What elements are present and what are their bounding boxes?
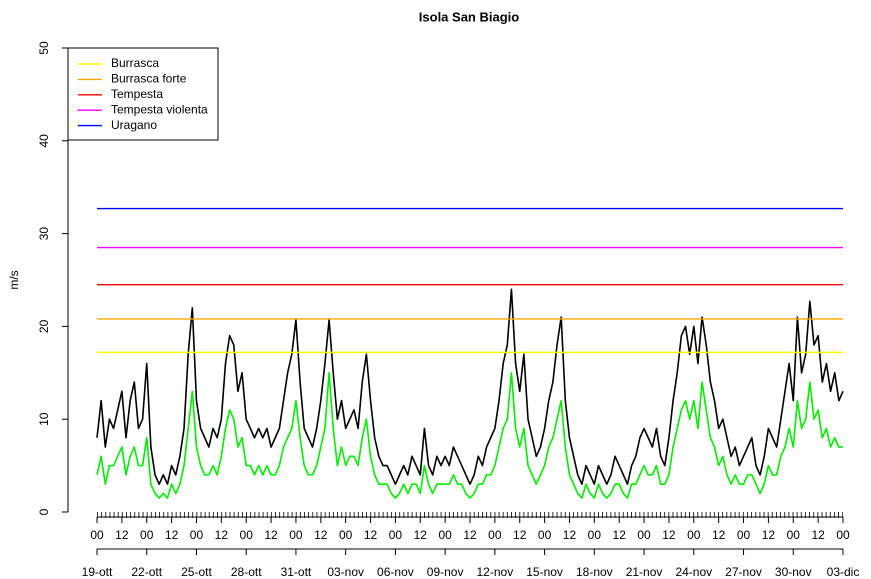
y-tick-label: 20 (37, 319, 51, 333)
x-tick-label: 00 (289, 528, 303, 542)
y-tick-label: 30 (37, 227, 51, 241)
date-tick-label: 24-nov (675, 565, 712, 579)
x-tick-label: 12 (513, 528, 527, 542)
x-tick-label: 12 (762, 528, 776, 542)
date-tick-label: 12-nov (477, 565, 514, 579)
x-tick-label: 12 (314, 528, 328, 542)
y-axis-label: m/s (7, 270, 21, 289)
x-tick-label: 12 (165, 528, 179, 542)
y-tick-label: 40 (37, 134, 51, 148)
y-tick-label: 0 (37, 508, 51, 515)
date-tick-label: 18-nov (576, 565, 613, 579)
legend-label: Tempesta (111, 87, 163, 101)
y-tick-label: 50 (37, 41, 51, 55)
x-tick-label: 12 (563, 528, 577, 542)
x-tick-label: 12 (811, 528, 825, 542)
date-tick-label: 31-ott (281, 565, 312, 579)
x-tick-label: 00 (687, 528, 701, 542)
legend-label: Burrasca (111, 56, 159, 70)
chart-title: Isola San Biagio (419, 9, 519, 24)
date-tick-label: 27-nov (725, 565, 762, 579)
x-tick-label: 12 (712, 528, 726, 542)
x-tick-label: 00 (240, 528, 254, 542)
x-tick-label: 00 (836, 528, 850, 542)
date-tick-label: 03-dic (827, 565, 860, 579)
date-tick-label: 03-nov (327, 565, 364, 579)
x-tick-label: 00 (488, 528, 502, 542)
x-tick-label: 12 (215, 528, 229, 542)
x-tick-label: 12 (613, 528, 627, 542)
date-tick-label: 25-ott (181, 565, 212, 579)
x-tick-label: 00 (438, 528, 452, 542)
y-tick-label: 10 (37, 412, 51, 426)
x-tick-label: 00 (90, 528, 104, 542)
x-tick-label: 00 (140, 528, 154, 542)
series-line (96, 371, 843, 499)
date-tick-label: 06-nov (377, 565, 414, 579)
series-line (96, 288, 844, 485)
x-tick-label: 00 (637, 528, 651, 542)
x-tick-label: 12 (264, 528, 278, 542)
date-tick-label: 09-nov (427, 565, 464, 579)
date-tick-label: 19-ott (82, 565, 113, 579)
x-tick-label: 00 (190, 528, 204, 542)
date-tick-label: 22-ott (131, 565, 162, 579)
x-tick-label: 00 (787, 528, 801, 542)
date-tick-label: 28-ott (231, 565, 262, 579)
x-tick-label: 00 (389, 528, 403, 542)
x-tick-label: 00 (339, 528, 353, 542)
x-tick-label: 12 (662, 528, 676, 542)
x-tick-label: 00 (588, 528, 602, 542)
date-tick-label: 15-nov (526, 565, 563, 579)
minor-ticks (97, 512, 843, 518)
date-tick-label: 21-nov (626, 565, 663, 579)
x-tick-label: 12 (414, 528, 428, 542)
x-tick-label: 12 (115, 528, 129, 542)
date-tick-label: 30-nov (775, 565, 812, 579)
x-tick-label: 00 (538, 528, 552, 542)
x-tick-label: 00 (737, 528, 751, 542)
x-tick-label: 12 (463, 528, 477, 542)
legend-label: Burrasca forte (111, 72, 187, 86)
x-tick-label: 12 (364, 528, 378, 542)
legend-label: Uragano (111, 118, 157, 132)
legend-label: Tempesta violenta (111, 102, 208, 116)
